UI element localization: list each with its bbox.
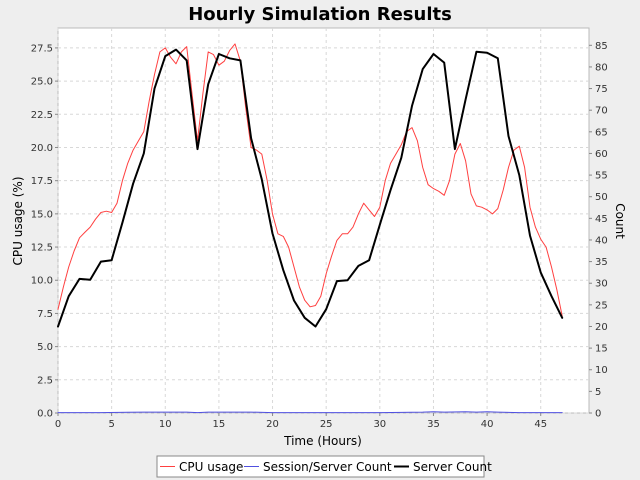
x-tick-label: 40 <box>481 419 494 430</box>
y2-tick-label: 10 <box>595 365 608 376</box>
y-tick-label: 20.0 <box>31 143 53 154</box>
y-axis-label: CPU usage (%) <box>11 176 25 265</box>
y-tick-label: 7.5 <box>37 309 53 320</box>
y2-tick-label: 35 <box>595 257 608 268</box>
y2-axis-label: Count <box>613 203 627 239</box>
series-line-3 <box>57 48 564 328</box>
plot-area <box>57 27 590 414</box>
y-tick-label: 15.0 <box>31 209 53 220</box>
y2-tick-label: 5 <box>595 387 601 398</box>
x-tick-label: 20 <box>266 419 279 430</box>
y2-tick-label: 40 <box>595 235 608 246</box>
x-axis-label: Time (Hours) <box>283 434 362 448</box>
y-tick-label: 12.5 <box>31 243 53 254</box>
y-tick-label: 27.5 <box>31 43 53 54</box>
y-tick-label: 0.0 <box>37 409 53 420</box>
series-layer <box>57 43 564 414</box>
y-tick-label: 17.5 <box>31 176 53 187</box>
legend <box>156 455 485 478</box>
y2-tick-label: 45 <box>595 214 608 225</box>
y2-tick-label: 85 <box>595 41 608 52</box>
x-tick-label: 35 <box>427 419 440 430</box>
y2-tick-label: 70 <box>595 106 608 117</box>
legend-items: CPU usage Session/Server Count Server Coun… <box>160 460 492 474</box>
y-tick-label: 25.0 <box>31 77 53 88</box>
series-line-2 <box>57 411 563 414</box>
x-tick-label: 10 <box>159 419 172 430</box>
y2-tick-label: 20 <box>595 322 608 333</box>
x-tick-label: 5 <box>108 419 114 430</box>
x-tick-label: 30 <box>373 419 386 430</box>
chart-title: Hourly Simulation Results <box>188 4 452 25</box>
y2-tick-label: 80 <box>595 62 608 73</box>
x-tick-label: 0 <box>55 419 61 430</box>
y-tick-label: 22.5 <box>31 110 53 121</box>
y-tick-label: 5.0 <box>37 342 53 353</box>
y2-tick-label: 60 <box>595 149 608 160</box>
y2-tick-label: 55 <box>595 171 608 182</box>
y2-tick-label: 50 <box>595 192 608 203</box>
x-tick-label: 25 <box>320 419 333 430</box>
legend-label: Server Count <box>413 460 492 474</box>
tick-labels: 0 5 10 15 20 25 30 35 40 45 0.0 2.5 5.0 7.5 10.0 12.5 15… <box>31 41 608 430</box>
legend-label: Session/Server Count <box>263 460 392 474</box>
y2-tick-label: 15 <box>595 344 608 355</box>
series-line-1 <box>57 43 563 317</box>
legend-label: CPU usage <box>179 460 243 474</box>
y2-tick-label: 30 <box>595 279 608 290</box>
y-tick-label: 2.5 <box>37 375 53 386</box>
y2-tick-label: 25 <box>595 300 608 311</box>
x-tick-label: 15 <box>213 419 226 430</box>
y2-tick-label: 65 <box>595 127 608 138</box>
x-tick-label: 45 <box>534 419 547 430</box>
y2-tick-label: 75 <box>595 84 608 95</box>
y2-tick-label: 0 <box>595 409 601 420</box>
y-tick-label: 10.0 <box>31 276 53 287</box>
